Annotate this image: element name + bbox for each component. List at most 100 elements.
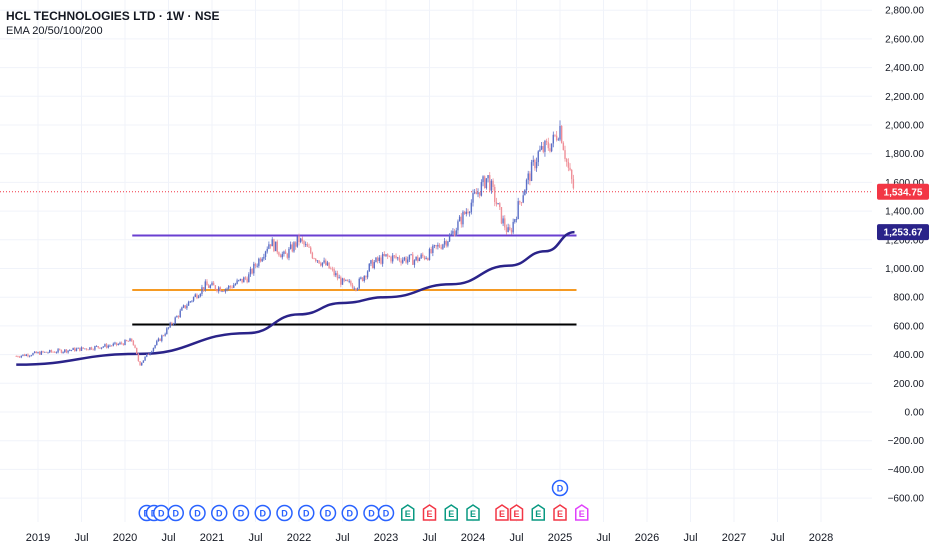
- svg-text:D: D: [281, 508, 288, 518]
- candle: [397, 256, 399, 261]
- candle: [204, 279, 207, 292]
- candle: [156, 339, 158, 346]
- candle: [477, 188, 479, 198]
- candle: [448, 233, 451, 243]
- candle: [356, 287, 359, 291]
- candle: [370, 259, 372, 267]
- candle: [467, 208, 469, 215]
- earnings-marker[interactable]: E: [575, 504, 589, 521]
- candle: [192, 296, 195, 303]
- svg-text:E: E: [535, 509, 541, 519]
- dividend-marker[interactable]: D: [551, 479, 569, 497]
- candle: [176, 315, 178, 318]
- candle: [28, 355, 31, 358]
- dividend-marker[interactable]: D: [153, 504, 170, 522]
- earnings-marker[interactable]: E: [466, 504, 480, 521]
- candle: [132, 339, 135, 346]
- candle: [390, 255, 392, 264]
- candle: [149, 352, 151, 356]
- candle: [209, 284, 212, 289]
- candle: [263, 253, 265, 261]
- candle: [152, 347, 155, 353]
- candle: [343, 277, 345, 283]
- candle: [139, 361, 141, 366]
- candle: [412, 252, 414, 265]
- candle: [251, 268, 253, 275]
- earnings-marker[interactable]: E: [531, 504, 545, 521]
- dividend-marker[interactable]: D: [189, 504, 206, 522]
- x-tick-label: 2024: [461, 532, 485, 544]
- candle: [243, 276, 245, 283]
- candle: [442, 243, 444, 250]
- dividend-marker[interactable]: D: [211, 504, 228, 522]
- y-tick-label: 2,400.00: [885, 63, 924, 74]
- earnings-marker[interactable]: E: [444, 504, 458, 521]
- candle: [360, 276, 362, 280]
- candle: [463, 210, 466, 215]
- y-tick-label: −200.00: [888, 436, 925, 447]
- dividend-marker[interactable]: D: [363, 504, 380, 522]
- y-tick-label: 1,200.00: [885, 235, 924, 246]
- candle: [177, 315, 180, 319]
- candle: [415, 256, 417, 262]
- candle: [537, 150, 539, 167]
- candle: [402, 257, 404, 265]
- candle: [405, 256, 407, 264]
- candle: [485, 178, 488, 190]
- earnings-marker[interactable]: E: [401, 504, 415, 521]
- candle: [316, 260, 319, 264]
- candle: [216, 288, 218, 293]
- candle: [22, 354, 24, 357]
- earnings-marker[interactable]: E: [509, 504, 524, 521]
- price-axis[interactable]: 2,800.00 2,600.00 2,400.00 2,200.00 2,000.00…: [885, 6, 924, 505]
- candle: [328, 262, 330, 269]
- candle: [447, 240, 449, 248]
- candle: [321, 262, 324, 268]
- time-axis[interactable]: 2019 Jul 2020 Jul 2021 Jul 2022 Jul 2023 Jul 2024 J…: [26, 532, 833, 544]
- candle: [517, 197, 519, 220]
- candle: [432, 244, 434, 257]
- dividend-marker[interactable]: D: [167, 504, 184, 522]
- candle: [89, 347, 91, 351]
- candle: [199, 293, 201, 298]
- dividend-marker[interactable]: D: [276, 504, 293, 522]
- candle: [164, 332, 166, 337]
- candle: [32, 352, 34, 356]
- candle: [137, 353, 140, 362]
- dividend-marker[interactable]: D: [254, 504, 271, 522]
- candle: [539, 145, 541, 152]
- earnings-marker[interactable]: E: [553, 504, 567, 521]
- horizontal-levels: [0, 191, 872, 326]
- earnings-marker[interactable]: E: [495, 504, 509, 521]
- earnings-marker[interactable]: E: [422, 504, 437, 521]
- candle: [507, 223, 509, 233]
- dividend-marker[interactable]: D: [377, 504, 395, 522]
- candle: [358, 277, 360, 290]
- candle: [181, 306, 183, 311]
- candle: [527, 170, 529, 185]
- candle: [211, 281, 213, 286]
- dividend-marker[interactable]: D: [341, 504, 358, 522]
- candle: [120, 341, 123, 345]
- dividend-marker[interactable]: D: [232, 504, 250, 522]
- dividend-marker[interactable]: D: [319, 504, 337, 522]
- y-tick-label: 2,200.00: [885, 92, 924, 103]
- candle: [413, 259, 416, 268]
- candle: [54, 350, 56, 353]
- x-tick-label: 2020: [113, 532, 137, 544]
- candle: [425, 256, 427, 260]
- candle: [301, 236, 304, 244]
- candle: [279, 253, 282, 258]
- candle: [296, 236, 299, 248]
- candle: [59, 348, 61, 351]
- candle: [338, 274, 340, 279]
- dividend-marker[interactable]: D: [298, 504, 315, 522]
- candle: [371, 258, 374, 269]
- candle: [100, 347, 103, 350]
- svg-text:D: D: [347, 508, 354, 518]
- candle: [497, 203, 499, 205]
- y-tick-label: 800.00: [893, 293, 924, 304]
- candle: [186, 303, 188, 310]
- candle: [572, 174, 575, 190]
